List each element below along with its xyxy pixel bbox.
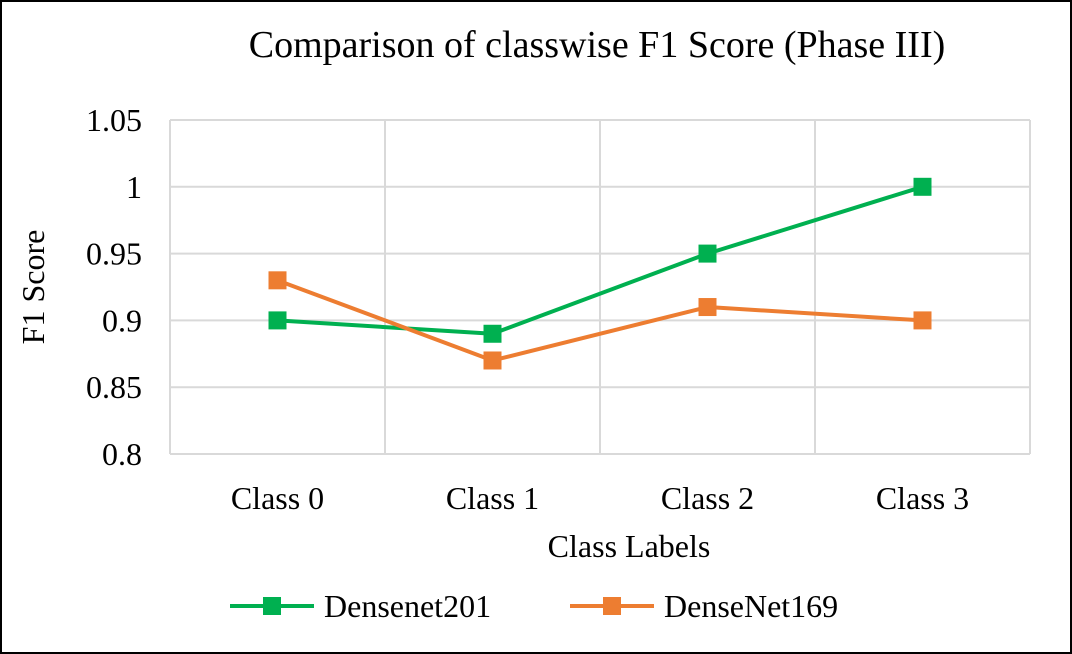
data-point-marker [913,177,932,196]
y-axis-title: F1 Score [15,230,51,345]
y-axis-ticks: 0.8 0.85 0.9 0.95 1 1.05 [86,102,142,472]
data-point-marker [483,351,502,370]
data-point-marker [268,311,287,330]
legend-label: Densenet201 [324,588,491,624]
grid [169,119,1031,455]
legend-marker [263,597,281,615]
data-point-marker [913,311,932,330]
y-tick-label: 0.8 [102,436,142,472]
legend-marker [603,597,621,615]
x-axis-title: Class Labels [548,528,711,564]
legend-label: DenseNet169 [664,588,838,624]
data-point-marker [483,324,502,343]
series-lines [268,177,932,370]
chart-title: Comparison of classwise F1 Score (Phase … [249,24,946,66]
y-tick-label: 0.95 [86,236,142,272]
data-point-marker [698,298,717,317]
y-tick-label: 0.85 [86,369,142,405]
series-line [276,278,923,363]
x-tick-label: Class 2 [661,480,754,516]
x-tick-label: Class 3 [876,480,969,516]
series-line [277,184,924,336]
data-point-marker [698,244,717,263]
x-tick-label: Class 1 [446,480,539,516]
y-tick-label: 1 [126,169,142,205]
legend: Densenet201 DenseNet169 [230,588,838,624]
data-point-marker [268,271,287,290]
x-axis-ticks: Class 0 Class 1 Class 2 Class 3 [231,480,969,516]
y-tick-label: 0.9 [102,302,142,338]
y-tick-label: 1.05 [86,102,142,138]
x-tick-label: Class 0 [231,480,324,516]
